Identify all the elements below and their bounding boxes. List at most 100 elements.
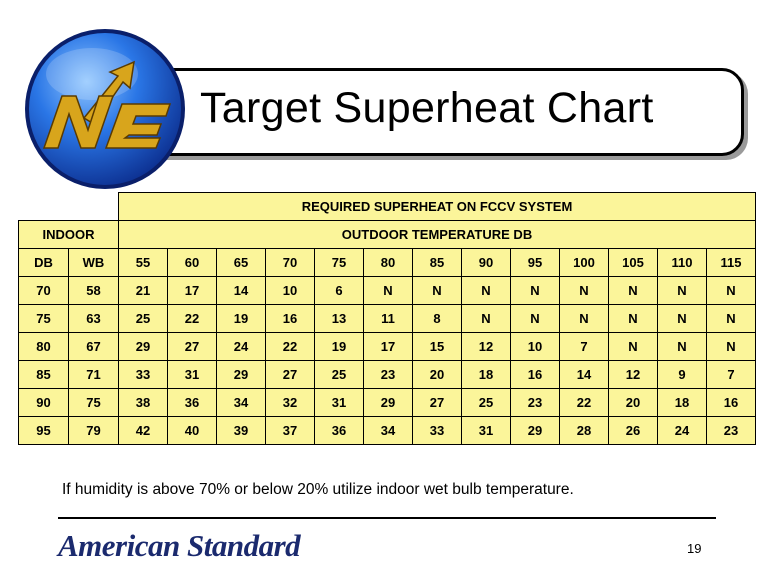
- humidity-note: If humidity is above 70% or below 20% ut…: [62, 481, 574, 498]
- outdoor-col-header: 105: [608, 248, 658, 277]
- superheat-value-cell: N: [706, 304, 756, 333]
- outdoor-col-header: 110: [657, 248, 707, 277]
- superheat-value-cell: 31: [167, 360, 217, 389]
- superheat-value-cell: 24: [657, 416, 707, 445]
- indoor-wb-cell: 63: [68, 304, 119, 333]
- superheat-value-cell: N: [461, 276, 511, 305]
- indoor-wb-cell: 67: [68, 332, 119, 361]
- superheat-value-cell: 22: [167, 304, 217, 333]
- superheat-value-cell: 29: [118, 332, 168, 361]
- superheat-value-cell: 7: [706, 360, 756, 389]
- outdoor-col-header: 90: [461, 248, 511, 277]
- superheat-value-cell: 6: [314, 276, 364, 305]
- superheat-value-cell: 38: [118, 388, 168, 417]
- outdoor-col-header: 65: [216, 248, 266, 277]
- superheat-value-cell: 15: [412, 332, 462, 361]
- superheat-value-cell: 36: [167, 388, 217, 417]
- superheat-value-cell: 24: [216, 332, 266, 361]
- indoor-col-header: WB: [68, 248, 119, 277]
- indoor-db-cell: 80: [18, 332, 69, 361]
- outdoor-col-header: 75: [314, 248, 364, 277]
- superheat-value-cell: 20: [412, 360, 462, 389]
- indoor-header: INDOOR: [18, 220, 119, 249]
- superheat-value-cell: 18: [461, 360, 511, 389]
- superheat-value-cell: 42: [118, 416, 168, 445]
- superheat-value-cell: 23: [706, 416, 756, 445]
- superheat-value-cell: 7: [559, 332, 609, 361]
- american-standard-logo: American Standard: [58, 528, 301, 563]
- superheat-value-cell: N: [363, 276, 413, 305]
- superheat-value-cell: 22: [559, 388, 609, 417]
- superheat-value-cell: N: [510, 276, 560, 305]
- superheat-value-cell: 25: [461, 388, 511, 417]
- table-row: 75 63 25 22 19 16 13 11 8 N N N N N N: [18, 304, 756, 333]
- superheat-value-cell: 17: [363, 332, 413, 361]
- outdoor-col-header: 60: [167, 248, 217, 277]
- superheat-value-cell: 18: [657, 388, 707, 417]
- outdoor-col-header: 70: [265, 248, 315, 277]
- column-header-row: DB WB 55 60 65 70 75 80 85 90 95 100 105 110 115: [18, 248, 756, 277]
- superheat-value-cell: 31: [461, 416, 511, 445]
- table-row: 70 58 21 17 14 10 6 N N N N N N N N: [18, 276, 756, 305]
- superheat-value-cell: 13: [314, 304, 364, 333]
- superheat-value-cell: N: [608, 304, 658, 333]
- superheat-value-cell: 40: [167, 416, 217, 445]
- superheat-value-cell: 36: [314, 416, 364, 445]
- superheat-value-cell: N: [412, 276, 462, 305]
- table-row: 85 71 33 31 29 27 25 23 20 18 16 14 12 9 7: [18, 360, 756, 389]
- indoor-wb-cell: 71: [68, 360, 119, 389]
- superheat-value-cell: N: [657, 304, 707, 333]
- table-corner-blank: [19, 193, 119, 221]
- indoor-db-cell: 90: [18, 388, 69, 417]
- outdoor-col-header: 55: [118, 248, 168, 277]
- outdoor-col-header: 115: [706, 248, 756, 277]
- superheat-value-cell: 34: [216, 388, 266, 417]
- indoor-wb-cell: 79: [68, 416, 119, 445]
- superheat-value-cell: 29: [510, 416, 560, 445]
- page-number: 19: [687, 541, 702, 556]
- superheat-value-cell: 39: [216, 416, 266, 445]
- superheat-value-cell: 27: [265, 360, 315, 389]
- superheat-value-cell: 9: [657, 360, 707, 389]
- footer-divider: [58, 517, 716, 519]
- superheat-value-cell: 23: [510, 388, 560, 417]
- ne-logo: NE: [25, 29, 185, 189]
- superheat-value-cell: N: [510, 304, 560, 333]
- table-row: 80 67 29 27 24 22 19 17 15 12 10 7 N N N: [18, 332, 756, 361]
- indoor-wb-cell: 75: [68, 388, 119, 417]
- superheat-value-cell: 33: [118, 360, 168, 389]
- superheat-value-cell: 29: [363, 388, 413, 417]
- indoor-db-cell: 75: [18, 304, 69, 333]
- superheat-value-cell: N: [706, 276, 756, 305]
- indoor-wb-cell: 58: [68, 276, 119, 305]
- superheat-value-cell: 14: [559, 360, 609, 389]
- superheat-value-cell: 37: [265, 416, 315, 445]
- superheat-value-cell: 16: [510, 360, 560, 389]
- superheat-value-cell: 28: [559, 416, 609, 445]
- outdoor-col-header: 100: [559, 248, 609, 277]
- superheat-value-cell: N: [706, 332, 756, 361]
- superheat-value-cell: N: [608, 276, 658, 305]
- outdoor-col-header: 80: [363, 248, 413, 277]
- superheat-value-cell: 21: [118, 276, 168, 305]
- superheat-value-cell: 16: [706, 388, 756, 417]
- superheat-value-cell: 26: [608, 416, 658, 445]
- indoor-db-cell: 85: [18, 360, 69, 389]
- outdoor-header: OUTDOOR TEMPERATURE DB: [118, 220, 756, 249]
- superheat-value-cell: 19: [314, 332, 364, 361]
- superheat-value-cell: 8: [412, 304, 462, 333]
- superheat-value-cell: 27: [167, 332, 217, 361]
- superheat-value-cell: 33: [412, 416, 462, 445]
- slide-title: Target Superheat Chart: [200, 84, 654, 132]
- superheat-value-cell: 12: [461, 332, 511, 361]
- superheat-table: REQUIRED SUPERHEAT ON FCCV SYSTEM INDOOR…: [18, 192, 756, 445]
- superheat-value-cell: N: [657, 332, 707, 361]
- superheat-value-cell: 10: [265, 276, 315, 305]
- superheat-value-cell: N: [657, 276, 707, 305]
- superheat-value-cell: 22: [265, 332, 315, 361]
- superheat-value-cell: 23: [363, 360, 413, 389]
- superheat-value-cell: 12: [608, 360, 658, 389]
- superheat-value-cell: 17: [167, 276, 217, 305]
- superheat-value-cell: 11: [363, 304, 413, 333]
- superheat-value-cell: N: [559, 304, 609, 333]
